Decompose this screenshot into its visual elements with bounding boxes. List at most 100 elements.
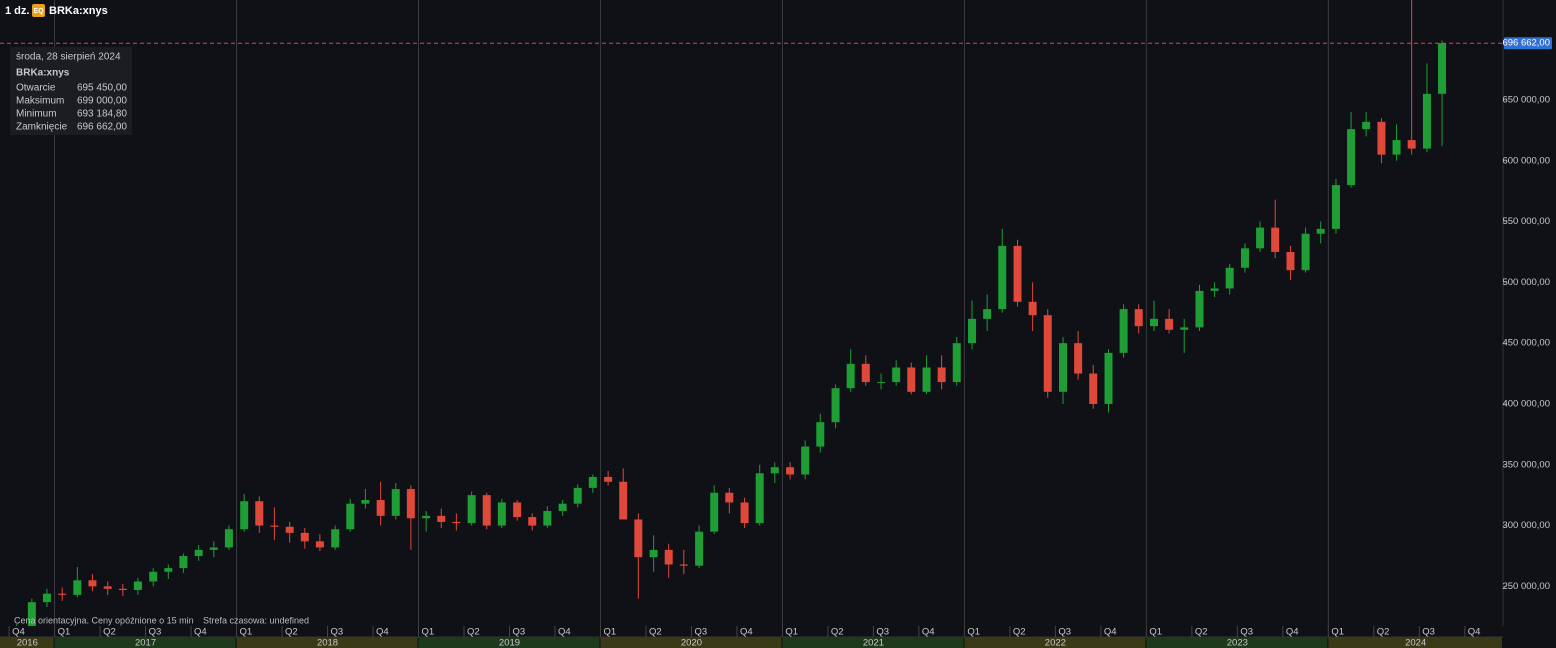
candle-body <box>437 515 446 522</box>
x-tick-label: Q2 <box>467 627 480 638</box>
candle-body <box>1043 315 1052 392</box>
candle-body <box>270 525 279 527</box>
x-tick-label: Q4 <box>1286 627 1299 638</box>
year-band <box>0 637 54 648</box>
candle-body <box>801 446 810 475</box>
x-tick-label: Q4 <box>1468 627 1481 638</box>
candle-body <box>740 502 749 524</box>
y-tick-label: 450 000,00 <box>1502 338 1550 349</box>
candle-body <box>376 500 385 516</box>
candle-body <box>649 549 658 558</box>
candle-body <box>422 515 431 519</box>
y-tick-label: 400 000,00 <box>1502 398 1550 409</box>
year-label: 2024 <box>1405 638 1426 648</box>
x-tick-label: Q3 <box>1422 627 1435 638</box>
candle-body <box>179 555 188 569</box>
candle-body <box>558 503 567 511</box>
last-price-label: 696 662,00 <box>1502 38 1550 49</box>
x-tick-label: Q2 <box>1013 627 1026 638</box>
year-band <box>782 637 964 648</box>
candle-body <box>1377 121 1386 155</box>
year-label: 2020 <box>681 638 702 648</box>
candle-body <box>710 492 719 532</box>
x-tick-label: Q2 <box>285 627 298 638</box>
tooltip-box <box>10 47 132 135</box>
timezone: Strefa czasowa: undefined <box>203 615 309 625</box>
candle-body <box>664 549 673 565</box>
x-tick-label: Q1 <box>1331 627 1344 638</box>
year-label: 2017 <box>135 638 156 648</box>
candle-body <box>695 531 704 566</box>
candle-body <box>922 367 931 392</box>
interval[interactable]: 1 dz. <box>5 5 29 17</box>
candle-body <box>1286 251 1295 271</box>
candle-body <box>73 580 82 595</box>
candle-body <box>770 467 779 474</box>
tooltip-value: 695 450,00 <box>77 83 127 94</box>
candle-body <box>831 388 840 423</box>
y-tick-label: 350 000,00 <box>1502 459 1550 470</box>
tooltip-value: 699 000,00 <box>77 96 127 107</box>
year-label: 2019 <box>499 638 520 648</box>
x-tick-label: Q4 <box>740 627 753 638</box>
year-label: 2016 <box>17 638 38 648</box>
candle-body <box>861 363 870 383</box>
x-tick-label: Q1 <box>1149 627 1162 638</box>
tooltip-label: Otwarcie <box>16 83 56 94</box>
x-tick-label: Q4 <box>194 627 207 638</box>
x-tick-label: Q1 <box>240 627 253 638</box>
candle-body <box>300 532 309 542</box>
x-tick-label: Q2 <box>1195 627 1208 638</box>
candle-body <box>952 343 961 383</box>
year-band <box>418 637 600 648</box>
x-tick-label: Q2 <box>1377 627 1390 638</box>
candle-body <box>1195 290 1204 328</box>
year-band <box>964 637 1146 648</box>
x-tick-label: Q2 <box>649 627 662 638</box>
year-band <box>236 637 418 648</box>
candle-body <box>240 501 249 530</box>
candle-body <box>1392 140 1401 155</box>
y-tick-label: 300 000,00 <box>1502 520 1550 531</box>
x-tick-label: Q4 <box>12 627 25 638</box>
year-band <box>1146 637 1328 648</box>
candle-body <box>88 580 97 587</box>
candle-body <box>164 568 173 572</box>
x-tick-label: Q1 <box>58 627 71 638</box>
candle-body <box>1438 43 1447 94</box>
x-tick-label: Q1 <box>422 627 435 638</box>
badge-box <box>32 4 45 17</box>
candle-body <box>1347 129 1356 186</box>
tooltip-label: Zamknięcie <box>16 122 68 133</box>
candle-body <box>224 529 233 548</box>
candle-body <box>937 367 946 383</box>
candle-body <box>907 367 916 392</box>
symbol[interactable]: BRKa:xnys <box>49 5 108 17</box>
candle-body <box>1180 327 1189 330</box>
candle-body <box>1089 373 1098 404</box>
x-tick-label: Q2 <box>103 627 116 638</box>
y-tick-label: 650 000,00 <box>1502 94 1550 105</box>
candle-body <box>1240 248 1249 268</box>
candle-body <box>634 519 643 558</box>
candle-body <box>1422 93 1431 149</box>
candle-body <box>27 602 36 626</box>
candle-body <box>679 564 688 566</box>
x-tick-label: Q1 <box>967 627 980 638</box>
candle-body <box>543 510 552 526</box>
candle-body <box>1271 227 1280 252</box>
y-tick-label: 500 000,00 <box>1502 277 1550 288</box>
candle-body <box>58 593 67 595</box>
candle-body <box>149 571 158 582</box>
candle-body <box>1028 301 1037 316</box>
tooltip-symbol: BRKa:xnys <box>16 68 70 79</box>
candle-body <box>1256 227 1265 249</box>
x-tick-label: Q4 <box>558 627 571 638</box>
candle-body <box>816 422 825 447</box>
x-tick-label: Q4 <box>1104 627 1117 638</box>
tooltip-label: Minimum <box>16 109 57 120</box>
candle-body <box>452 521 461 524</box>
candle-body <box>346 503 355 530</box>
